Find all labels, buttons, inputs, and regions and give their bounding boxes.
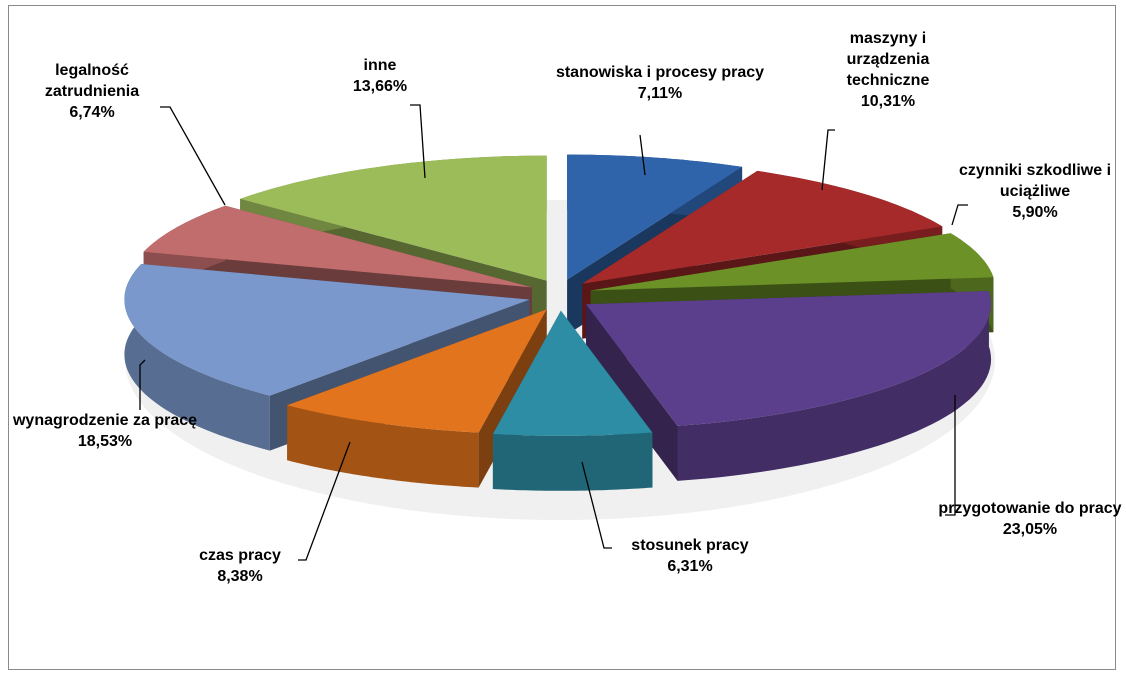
slice-wall — [287, 405, 479, 488]
value-label: 5,90% — [1012, 204, 1058, 221]
leader-line — [298, 441, 351, 561]
slice-side — [586, 304, 678, 481]
slice-wall — [124, 264, 270, 451]
category-label: przygotowanie do pracy — [938, 500, 1122, 517]
category-label: inne — [363, 57, 397, 74]
pie-slice — [582, 170, 943, 284]
category-label: wynagrodzenie za pracę — [12, 412, 198, 429]
data-label: czas pracy 8,38% — [165, 545, 315, 587]
pie-slice — [586, 291, 992, 426]
leader-line — [945, 395, 956, 516]
value-label: 7,11% — [637, 85, 683, 102]
pie-tops — [124, 154, 994, 436]
category-label: stanowiska i procesy pracy — [555, 64, 765, 81]
category-label: czynniki szkodliwe i uciążliwe — [958, 162, 1112, 200]
pie-slice — [240, 155, 547, 281]
value-label: 8,38% — [217, 568, 263, 585]
data-label: legalność zatrudnienia 6,74% — [22, 60, 162, 123]
pie-slice — [492, 310, 653, 436]
leader-line — [139, 359, 146, 410]
leader-line — [581, 461, 612, 549]
chart-border — [8, 5, 1116, 670]
data-label: inne 13,66% — [320, 55, 440, 97]
leader-line — [639, 134, 646, 176]
category-label: maszyny i urządzenia techniczne — [846, 30, 930, 89]
data-label: stosunek pracy 6,31% — [590, 535, 790, 577]
pie-slice — [567, 154, 743, 280]
value-label: 18,53% — [77, 433, 133, 450]
value-label: 13,66% — [352, 78, 408, 95]
pie-slice — [143, 205, 532, 288]
category-label: czas pracy — [199, 547, 281, 564]
data-label: przygotowanie do pracy 23,05% — [935, 498, 1125, 540]
data-label: czynniki szkodliwe i uciążliwe 5,90% — [935, 160, 1126, 223]
value-label: 23,05% — [1002, 521, 1058, 538]
slice-wall — [677, 291, 992, 481]
data-label: wynagrodzenie za pracę 18,53% — [5, 410, 205, 452]
pie-slice — [124, 264, 530, 396]
value-label: 6,74% — [69, 104, 115, 121]
value-label: 10,31% — [860, 93, 916, 110]
leader-line — [951, 204, 968, 226]
category-label: stosunek pracy — [631, 537, 749, 554]
leader-line — [160, 106, 226, 206]
category-label: legalność zatrudnienia — [44, 62, 140, 100]
slice-wall — [492, 432, 653, 491]
leader-line — [821, 129, 835, 191]
data-label: stanowiska i procesy pracy 7,11% — [550, 62, 770, 104]
value-label: 6,31% — [667, 558, 713, 575]
pie-slice — [590, 233, 994, 291]
data-label: maszyny i urządzenia techniczne 10,31% — [813, 28, 963, 112]
pie-slice — [287, 309, 547, 433]
leader-line — [410, 104, 426, 179]
